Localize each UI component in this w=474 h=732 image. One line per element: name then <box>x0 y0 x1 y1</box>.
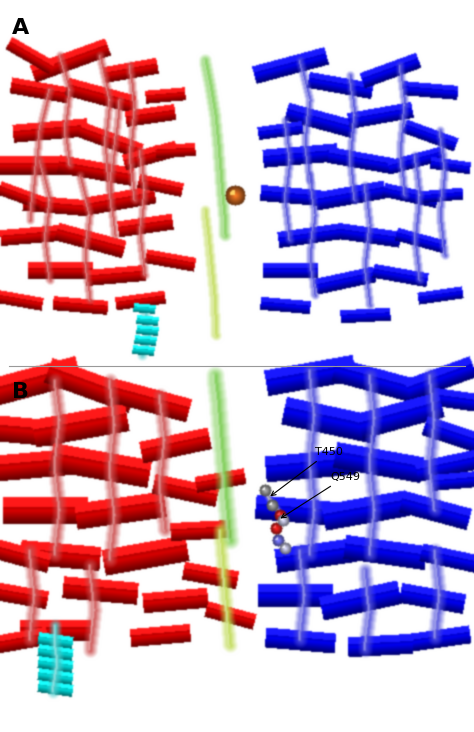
Text: A: A <box>12 18 29 38</box>
Text: B: B <box>12 382 29 402</box>
Text: Q549: Q549 <box>282 472 360 518</box>
Text: T450: T450 <box>271 447 343 496</box>
